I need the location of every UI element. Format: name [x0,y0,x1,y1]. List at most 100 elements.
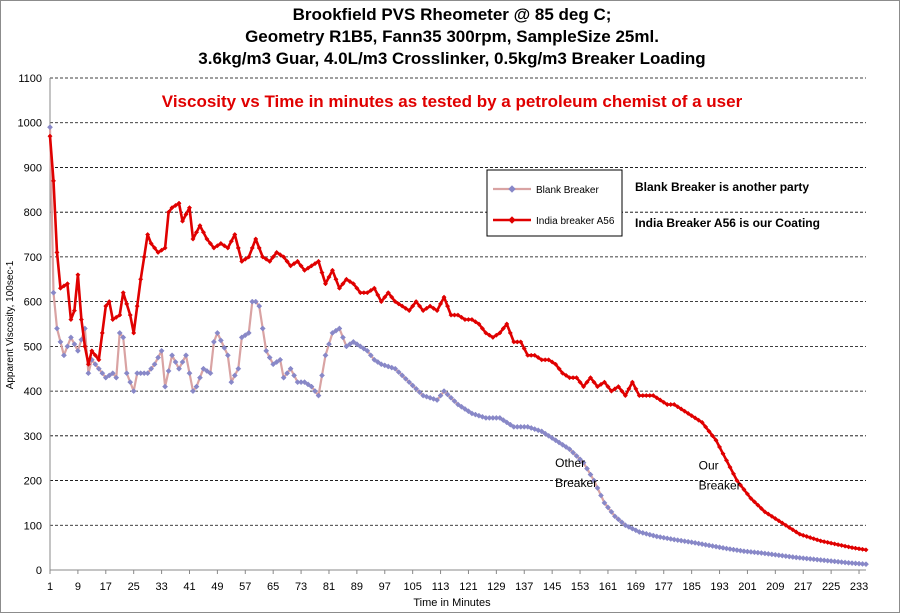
data-point-india-breaker [612,386,618,392]
data-point-india-breaker [755,502,761,508]
data-point-india-breaker [574,375,580,381]
data-point-india-breaker [720,451,726,457]
data-point-blank-breaker [217,337,224,344]
data-point-india-breaker [249,245,255,251]
data-point-india-breaker [622,393,628,399]
data-point-india-breaker [490,334,496,340]
data-point-blank-breaker [587,471,594,478]
data-point-blank-breaker [207,370,214,377]
data-point-india-breaker [532,352,538,358]
data-point-india-breaker [71,308,77,314]
data-point-india-breaker [197,223,203,229]
x-tick-label: 9 [75,581,81,593]
data-point-india-breaker [85,361,91,367]
data-point-india-breaker [657,397,663,403]
data-point-india-breaker [75,272,81,278]
data-point-india-breaker [779,520,785,526]
data-point-blank-breaker [312,388,318,395]
data-point-india-breaker [232,231,238,238]
data-point-india-breaker [758,505,764,512]
data-point-india-breaker [825,539,831,545]
data-point-blank-breaker [615,516,622,523]
data-point-india-breaker [472,319,478,325]
data-point-india-breaker [176,200,182,206]
data-point-blank-breaker [71,341,78,348]
y-tick-label: 400 [24,386,42,398]
data-point-blank-breaker [556,439,563,446]
data-point-india-breaker [790,527,796,533]
data-point-india-breaker [716,444,723,450]
data-point-india-breaker [298,263,304,269]
data-point-india-breaker [371,285,377,291]
data-point-india-breaker [504,321,510,327]
y-tick-label: 1100 [18,73,42,85]
data-point-india-breaker [99,330,105,336]
data-point-india-breaker [291,261,297,267]
data-point-india-breaker [654,395,660,401]
data-point-india-breaker [605,384,611,390]
data-point-india-breaker [319,270,325,276]
x-tick-label: 161 [599,581,617,593]
data-point-india-breaker [713,437,719,443]
data-point-blank-breaker [639,529,646,536]
data-point-blank-breaker [214,329,221,336]
data-point-blank-breaker [462,406,468,412]
data-point-india-breaker [403,305,409,311]
y-tick-label: 700 [24,252,42,264]
data-point-india-breaker [633,386,639,392]
data-point-india-breaker [288,263,294,269]
data-point-india-breaker [246,254,252,260]
data-point-india-breaker [141,254,147,260]
data-point-blank-breaker [451,398,458,405]
data-point-india-breaker [162,245,168,251]
chart-subtitle: Viscosity vs Time in minutes as tested b… [162,92,743,111]
data-point-blank-breaker [542,430,549,437]
data-point-india-breaker [594,384,601,390]
data-point-blank-breaker [224,352,231,359]
data-point-india-breaker [92,352,98,358]
data-point-india-breaker [438,301,444,307]
data-point-blank-breaker [123,370,130,377]
x-tick-label: 121 [459,581,477,593]
data-point-blank-breaker [148,365,155,372]
data-point-india-breaker [821,539,827,545]
data-point-blank-breaker [835,558,842,565]
data-point-blank-breaker [821,557,828,564]
data-point-blank-breaker [496,414,503,421]
data-point-blank-breaker [608,508,615,515]
data-point-india-breaker [120,290,126,296]
data-point-blank-breaker [681,538,688,545]
data-point-blank-breaker [723,545,730,552]
y-tick-label: 200 [24,476,42,488]
data-point-blank-breaker [284,370,291,377]
data-point-india-breaker [706,428,712,434]
data-point-blank-breaker [319,372,325,379]
data-point-india-breaker [849,545,855,551]
data-point-india-breaker [389,294,395,300]
data-point-india-breaker [800,532,806,538]
y-tick-label: 300 [24,431,42,443]
legend-box [486,169,623,237]
data-point-blank-breaker [242,332,249,339]
data-point-india-breaker [159,247,165,253]
data-point-india-breaker [326,274,332,280]
legend-note: India Breaker A56 is our Coating [635,216,820,230]
data-point-india-breaker [239,258,245,264]
data-point-india-breaker [392,299,398,305]
data-point-blank-breaker [625,523,632,530]
data-point-india-breaker [734,477,740,484]
data-point-blank-breaker [346,341,353,348]
data-point-india-breaker [521,346,527,352]
annotation-label: Our [699,458,719,472]
y-tick-label: 0 [36,565,42,577]
y-tick-label: 600 [24,297,42,309]
data-point-blank-breaker [591,477,597,484]
data-point-blank-breaker [559,441,566,448]
data-point-india-breaker [260,254,266,260]
data-point-india-breaker [525,352,531,358]
data-point-blank-breaker [716,544,723,551]
data-point-india-breaker [696,417,702,423]
data-point-india-breaker [807,535,813,541]
data-point-india-breaker [458,314,465,320]
data-point-blank-breaker [740,548,747,555]
